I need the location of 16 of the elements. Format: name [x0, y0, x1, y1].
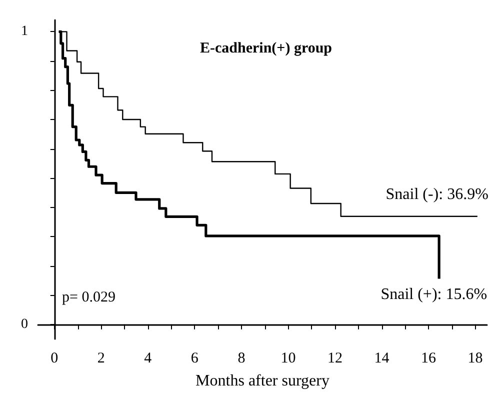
x-tick-label: 6	[190, 350, 199, 366]
y-tick-label: 1	[21, 24, 28, 40]
x-tick-label: 10	[280, 350, 296, 366]
x-tick-label: 14	[374, 350, 390, 366]
x-tick-label: 12	[327, 350, 342, 366]
text: E-cadherin(+) group	[200, 40, 332, 56]
annotation: Snail (-): 36.9%	[386, 186, 488, 203]
x-tick-label: 8	[238, 350, 246, 366]
x-tick-label: 2	[97, 350, 105, 366]
x-tick-label: 0	[50, 350, 58, 366]
annotation: Snail (+): 15.6%	[380, 286, 488, 304]
x-tick-label: 16	[421, 350, 437, 366]
x-tick-label: 18	[468, 350, 483, 366]
x-axis-title: Months after surgery	[196, 372, 330, 390]
annotation: p= 0.029	[62, 290, 116, 306]
x-tick-label: 4	[144, 350, 152, 366]
